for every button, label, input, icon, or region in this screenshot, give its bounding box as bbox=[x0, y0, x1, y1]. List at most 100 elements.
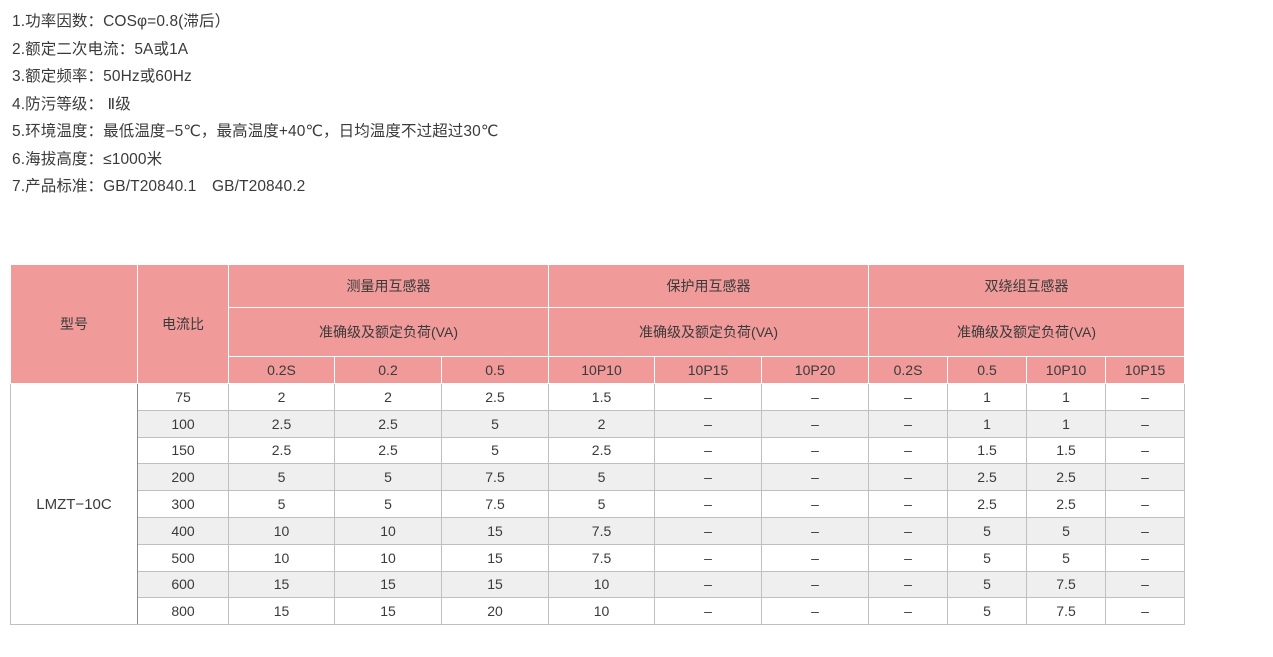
cell-value: 5 bbox=[1026, 516, 1107, 545]
header-class-5: 10P20 bbox=[761, 356, 870, 384]
cell-value: – bbox=[761, 490, 870, 518]
cell-value: 15 bbox=[440, 543, 550, 572]
cell-ratio: 600 bbox=[137, 570, 229, 599]
cell-value: – bbox=[761, 597, 870, 626]
header-load-dual-winding: 准确级及额定负荷(VA) bbox=[868, 307, 1186, 357]
header-load-protection: 准确级及额定负荷(VA) bbox=[548, 307, 870, 357]
cell-value: – bbox=[761, 409, 870, 438]
header-group-protection: 保护用互感器 bbox=[548, 264, 870, 308]
spec-line-3: 3.额定频率：50Hz或60Hz bbox=[12, 68, 192, 85]
spec-line-2: 2.额定二次电流：5A或1A bbox=[12, 40, 189, 58]
cell-value: 15 bbox=[228, 597, 335, 626]
cell-value: – bbox=[868, 490, 949, 518]
cell-value: – bbox=[654, 597, 763, 626]
cell-value: 5 bbox=[228, 463, 335, 492]
table-body: LMZT−10C 75 2 2 2.5 1.5– – –1 1–100 2.5 2.5 5 2– – –1 1… bbox=[10, 382, 1186, 626]
cell-value: – bbox=[1105, 490, 1186, 518]
cell-value: – bbox=[1105, 383, 1186, 411]
cell-value: 2.5 bbox=[334, 436, 442, 465]
cell-value: – bbox=[654, 543, 763, 572]
cell-value: – bbox=[654, 516, 763, 545]
header-load-measuring: 准确级及额定负荷(VA) bbox=[227, 307, 550, 357]
cell-value: – bbox=[761, 516, 870, 545]
cell-value: 1 bbox=[1026, 383, 1107, 411]
specification-list: 1.功率因数：COSφ=0.8(滞后） 2.额定二次电流：5A或1A 3.额定频… bbox=[12, 8, 1212, 201]
table-header: 型号 电流比 测量用互感器 保护用互感器 双绕组互感器 准确级及额定负荷(VA)… bbox=[10, 264, 1186, 384]
cell-value: 1.5 bbox=[1026, 436, 1107, 465]
cell-value: 15 bbox=[440, 570, 550, 599]
cell-model: LMZT−10C bbox=[10, 382, 138, 626]
cell-ratio: 200 bbox=[137, 463, 229, 492]
table-row: 500 10 10 15 7.5– – –5 5– bbox=[11, 543, 1186, 572]
cell-value: 10 bbox=[334, 516, 442, 545]
header-row-group: 型号 电流比 测量用互感器 保护用互感器 双绕组互感器 bbox=[10, 264, 1186, 384]
cell-value: 2.5 bbox=[947, 463, 1028, 492]
spec-line-4: 4.防污等级： Ⅱ级 bbox=[12, 95, 131, 113]
cell-value: 5 bbox=[440, 436, 550, 465]
cell-value: – bbox=[868, 597, 949, 626]
spec-line-1: 1.功率因数：COSφ=0.8(滞后） bbox=[12, 13, 231, 30]
spec-line-6: 6.海拔高度：≤1000米 bbox=[12, 150, 163, 168]
cell-value: 5 bbox=[947, 543, 1028, 572]
cell-value: 5 bbox=[947, 570, 1028, 599]
header-class-1: 0.2 bbox=[334, 356, 442, 384]
cell-value: – bbox=[1105, 543, 1186, 572]
cell-value: 5 bbox=[440, 409, 550, 438]
cell-value: 2.5 bbox=[440, 383, 550, 411]
cell-ratio: 150 bbox=[137, 436, 229, 465]
header-group-measuring: 测量用互感器 bbox=[227, 264, 550, 308]
header-class-0: 0.2S bbox=[228, 356, 335, 384]
cell-value: 2.5 bbox=[334, 409, 442, 438]
cell-value: – bbox=[1105, 570, 1186, 599]
cell-value: 2 bbox=[548, 409, 656, 438]
header-class-7: 0.5 bbox=[947, 356, 1028, 384]
cell-value: 7.5 bbox=[440, 490, 550, 518]
cell-value: – bbox=[654, 383, 763, 411]
cell-value: 2.5 bbox=[1026, 463, 1107, 492]
cell-value: 5 bbox=[1026, 543, 1107, 572]
cell-value: 2 bbox=[334, 383, 442, 411]
cell-value: 2 bbox=[228, 383, 335, 411]
cell-ratio: 400 bbox=[137, 516, 229, 545]
cell-value: – bbox=[1105, 516, 1186, 545]
cell-ratio: 100 bbox=[137, 409, 229, 438]
cell-value: 1.5 bbox=[947, 436, 1028, 465]
cell-value: 2.5 bbox=[228, 409, 335, 438]
table-row: 100 2.5 2.5 5 2– – –1 1– bbox=[11, 409, 1186, 438]
cell-value: 5 bbox=[334, 490, 442, 518]
cell-value: 1 bbox=[1026, 409, 1107, 438]
cell-value: – bbox=[1105, 409, 1186, 438]
cell-value: – bbox=[654, 570, 763, 599]
cell-value: – bbox=[868, 409, 949, 438]
cell-value: – bbox=[761, 570, 870, 599]
cell-value: 7.5 bbox=[548, 543, 656, 572]
cell-value: 2.5 bbox=[947, 490, 1028, 518]
cell-value: – bbox=[654, 490, 763, 518]
cell-value: 1.5 bbox=[548, 383, 656, 411]
cell-value: 15 bbox=[334, 570, 442, 599]
header-class-8: 10P10 bbox=[1026, 356, 1107, 384]
cell-ratio: 300 bbox=[137, 490, 229, 518]
cell-value: – bbox=[868, 463, 949, 492]
cell-ratio: 500 bbox=[137, 543, 229, 572]
cell-value: 2.5 bbox=[548, 436, 656, 465]
header-row-class: 0.2S 0.2 0.5 10P10 10P15 10P20 0.2S 0.5 … bbox=[11, 356, 1186, 384]
cell-value: 10 bbox=[228, 543, 335, 572]
cell-ratio: 800 bbox=[137, 597, 229, 626]
cell-value: – bbox=[1105, 436, 1186, 465]
cell-value: 2.5 bbox=[1026, 490, 1107, 518]
cell-value: 1 bbox=[947, 409, 1028, 438]
header-class-4: 10P15 bbox=[654, 356, 763, 384]
cell-value: 15 bbox=[440, 516, 550, 545]
cell-value: 15 bbox=[334, 597, 442, 626]
cell-value: – bbox=[761, 543, 870, 572]
cell-value: 7.5 bbox=[548, 516, 656, 545]
cell-value: – bbox=[761, 463, 870, 492]
table-row: 150 2.5 2.5 5 2.5– – –1.5 1.5– bbox=[11, 436, 1186, 465]
cell-value: 5 bbox=[548, 463, 656, 492]
cell-value: – bbox=[654, 409, 763, 438]
cell-value: – bbox=[868, 543, 949, 572]
cell-value: 5 bbox=[947, 597, 1028, 626]
cell-value: 10 bbox=[548, 597, 656, 626]
header-group-dual-winding: 双绕组互感器 bbox=[868, 264, 1186, 308]
